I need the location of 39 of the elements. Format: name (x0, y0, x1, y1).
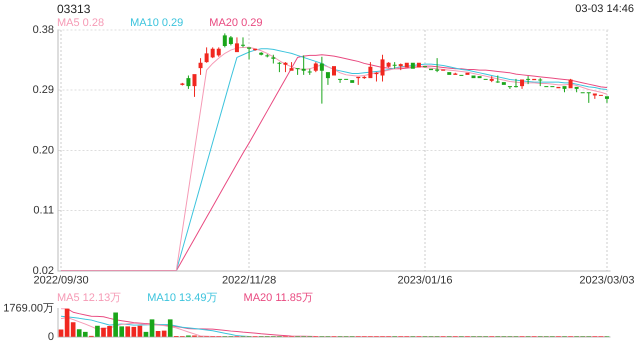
y-tick-label: 0.02 (32, 264, 54, 277)
bar (95, 326, 100, 337)
x-tick-label: 2022/11/28 (222, 274, 276, 286)
series-label: MA10 13.49万 (147, 292, 218, 304)
candlestick (496, 75, 500, 83)
candlestick (604, 96, 609, 103)
series-label: MA5 12.13万 (57, 292, 122, 304)
candlestick (586, 92, 591, 103)
x-tick-label: 2023/03/03 (579, 274, 634, 286)
text: MA20 0.29 (209, 17, 262, 29)
y-tick-label: 0.20 (32, 144, 54, 156)
y-tick-label: 0 (48, 330, 54, 343)
x-tick-label: 2022/09/30 (34, 274, 89, 286)
candlestick (562, 86, 567, 92)
y-tick-label: 0.11 (33, 204, 54, 217)
candlestick (277, 62, 282, 72)
candlestick (526, 76, 530, 84)
candlestick (514, 78, 518, 88)
chart-title: 03313 (57, 2, 90, 16)
candlestick (302, 55, 306, 75)
text: MA5 0.28 (57, 17, 104, 29)
candlestick (296, 68, 300, 75)
candlestick (538, 78, 542, 86)
candlestick (241, 37, 246, 48)
bar (168, 319, 173, 337)
candlestick (435, 58, 440, 72)
x-tick-label: 2023/01/16 (397, 274, 453, 286)
candlestick (308, 68, 312, 75)
candlestick (320, 56, 324, 104)
candlestick (271, 54, 276, 64)
candlestick (265, 54, 270, 58)
y-tick-label: 0.38 (32, 24, 54, 36)
candlestick (392, 62, 397, 69)
candlestick (290, 62, 294, 71)
y-tick-label: 1769.00万 (3, 302, 54, 315)
text: MA10 0.29 (130, 17, 184, 29)
text: MA20 11.85万 (244, 292, 314, 304)
text: 03-03 14:46 (575, 3, 634, 15)
y-tick-label: 0.29 (32, 84, 54, 96)
